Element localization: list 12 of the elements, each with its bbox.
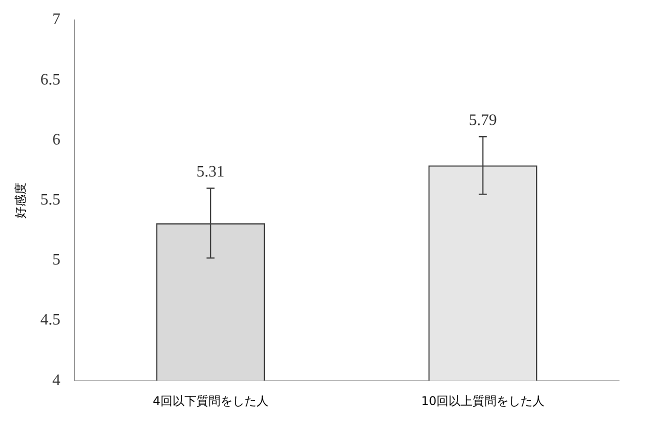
y-tick-label: 4.5	[40, 312, 60, 329]
y-tick-label: 4	[52, 372, 60, 389]
y-tick-label: 6	[52, 131, 60, 148]
x-tick-label: 10回以上質問をした人	[421, 394, 544, 408]
data-label: 5.31	[196, 163, 225, 180]
data-label: 5.79	[468, 112, 497, 129]
y-tick-label: 6.5	[40, 71, 60, 88]
y-axis-title: 好感度	[13, 182, 28, 218]
y-tick-label: 5.5	[40, 192, 60, 209]
y-tick-label: 7	[52, 11, 60, 28]
x-tick-label: 4回以下質問をした人	[152, 394, 268, 408]
y-tick-label: 5	[52, 252, 60, 269]
